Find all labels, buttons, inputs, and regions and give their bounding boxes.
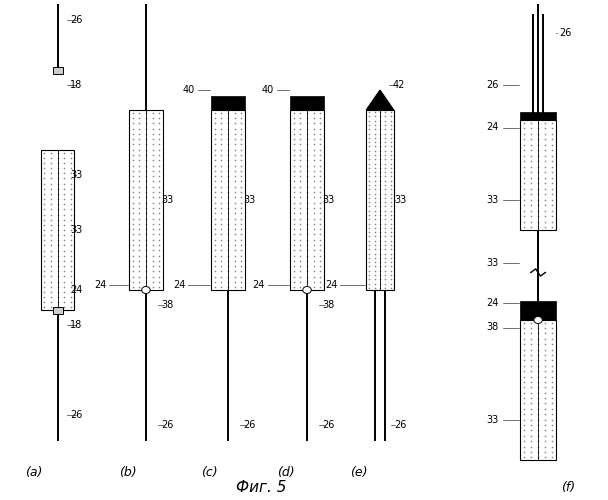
Circle shape [303, 286, 311, 294]
Text: (a): (a) [25, 466, 42, 479]
Text: 26: 26 [322, 420, 334, 430]
Text: 26: 26 [70, 410, 82, 420]
Text: 38: 38 [486, 322, 499, 332]
Text: 33: 33 [486, 258, 499, 268]
Text: 26: 26 [243, 420, 255, 430]
Circle shape [142, 286, 150, 294]
Text: 33: 33 [70, 225, 82, 235]
Polygon shape [366, 90, 394, 110]
Text: 40: 40 [182, 85, 195, 95]
Bar [520, 300, 556, 310]
Text: 33: 33 [486, 415, 499, 425]
Text: 33: 33 [243, 195, 255, 205]
Text: 40: 40 [261, 85, 274, 95]
Text: 33: 33 [394, 195, 406, 205]
Text: 18: 18 [70, 320, 82, 330]
Bar [520, 120, 556, 230]
Text: (c): (c) [201, 466, 218, 479]
Bar [291, 96, 323, 110]
Text: 33: 33 [161, 195, 173, 205]
Text: 24: 24 [94, 280, 106, 290]
Text: 26: 26 [161, 420, 173, 430]
Circle shape [534, 316, 542, 324]
Text: 26: 26 [394, 420, 406, 430]
Bar [366, 110, 394, 290]
Text: 38: 38 [322, 300, 334, 310]
Text: 33: 33 [486, 195, 499, 205]
Bar [211, 96, 244, 110]
Bar [520, 112, 556, 120]
Text: (f): (f) [561, 481, 576, 494]
Bar [291, 110, 323, 290]
Text: 26: 26 [486, 80, 499, 90]
Text: (b): (b) [119, 466, 136, 479]
Bar [53, 306, 63, 314]
Text: 18: 18 [70, 80, 82, 90]
Text: (d): (d) [277, 466, 294, 479]
Text: 26: 26 [559, 28, 572, 38]
Text: 38: 38 [161, 300, 173, 310]
Bar [520, 320, 556, 460]
Bar [41, 150, 74, 310]
Text: 33: 33 [70, 170, 82, 180]
Bar [211, 110, 244, 290]
Text: 33: 33 [322, 195, 334, 205]
Text: 24: 24 [486, 298, 499, 308]
Bar [520, 310, 556, 320]
Text: 24: 24 [70, 285, 82, 295]
Bar [129, 110, 162, 290]
Bar [53, 66, 63, 73]
Text: 42: 42 [392, 80, 404, 90]
Text: 24: 24 [325, 280, 337, 290]
Text: 24: 24 [486, 122, 499, 132]
Text: 24: 24 [173, 280, 185, 290]
Text: (e): (e) [350, 466, 367, 479]
Text: Фиг. 5: Фиг. 5 [236, 480, 287, 495]
Text: 26: 26 [70, 15, 82, 25]
Text: 24: 24 [252, 280, 264, 290]
